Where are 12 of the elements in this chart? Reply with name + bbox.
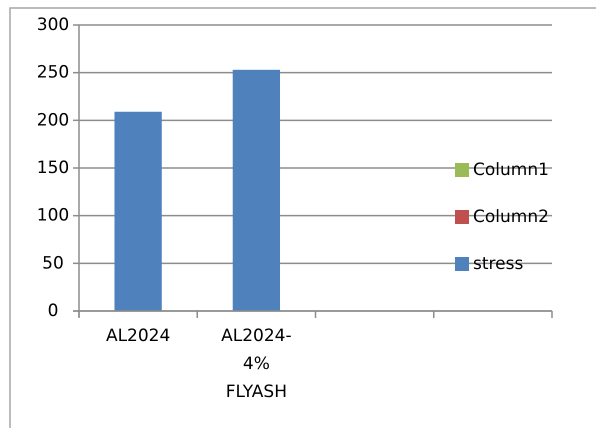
legend-label: Column1 [473,160,549,180]
legend-label: Column2 [473,207,549,227]
y-tick-label: 150 [36,158,70,178]
legend-label: stress [473,254,524,274]
y-tick-label: 200 [36,110,70,130]
x-tick-label: AL2024 [106,326,170,346]
y-tick-label: 0 [48,301,58,321]
y-tick-label: 100 [36,206,70,226]
y-tick-label: 250 [36,62,70,83]
x-tick-label: AL2024-4% FLYASH [221,326,292,402]
y-tick-label: 50 [42,253,64,274]
y-tick-label: 300 [36,15,70,35]
